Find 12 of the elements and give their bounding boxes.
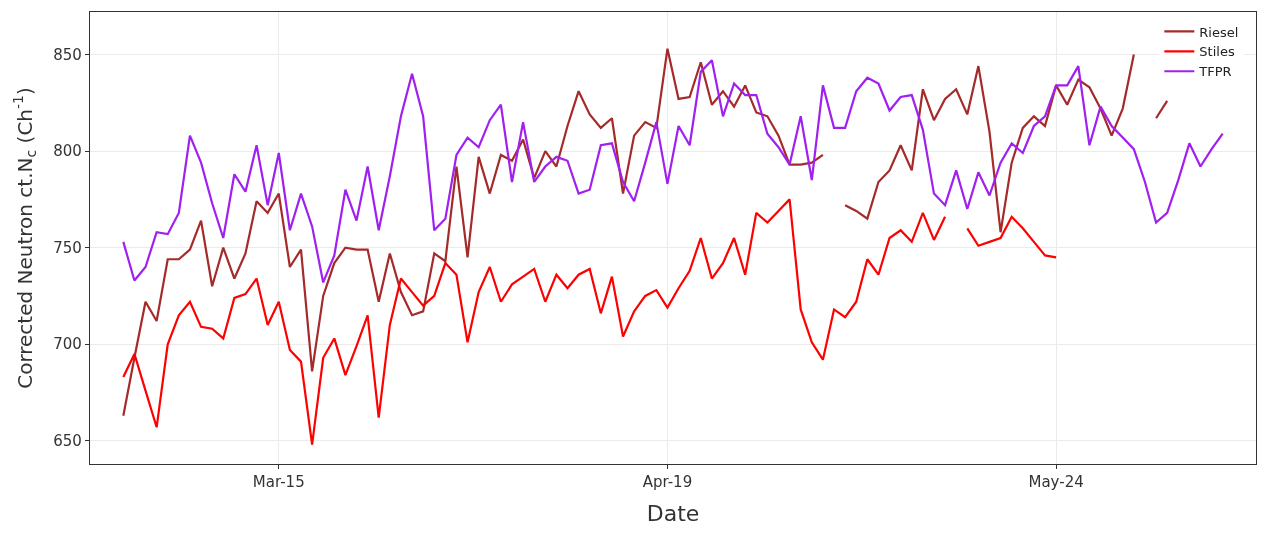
legend-label: Stiles <box>1199 44 1235 60</box>
legend-label: TFPR <box>1198 64 1232 80</box>
x-tick-label: Apr-19 <box>642 473 693 492</box>
y-tick-label: 850 <box>53 45 82 64</box>
x-tick-label: May-24 <box>1028 473 1084 492</box>
legend-label: Riesel <box>1199 24 1239 40</box>
x-tick-label: Mar-15 <box>252 473 305 492</box>
y-tick-label: 650 <box>53 432 82 451</box>
y-tick-label: 800 <box>53 142 82 161</box>
x-axis-title: Date <box>646 501 700 527</box>
y-tick-label: 700 <box>53 335 82 354</box>
y-tick-label: 750 <box>53 238 82 257</box>
